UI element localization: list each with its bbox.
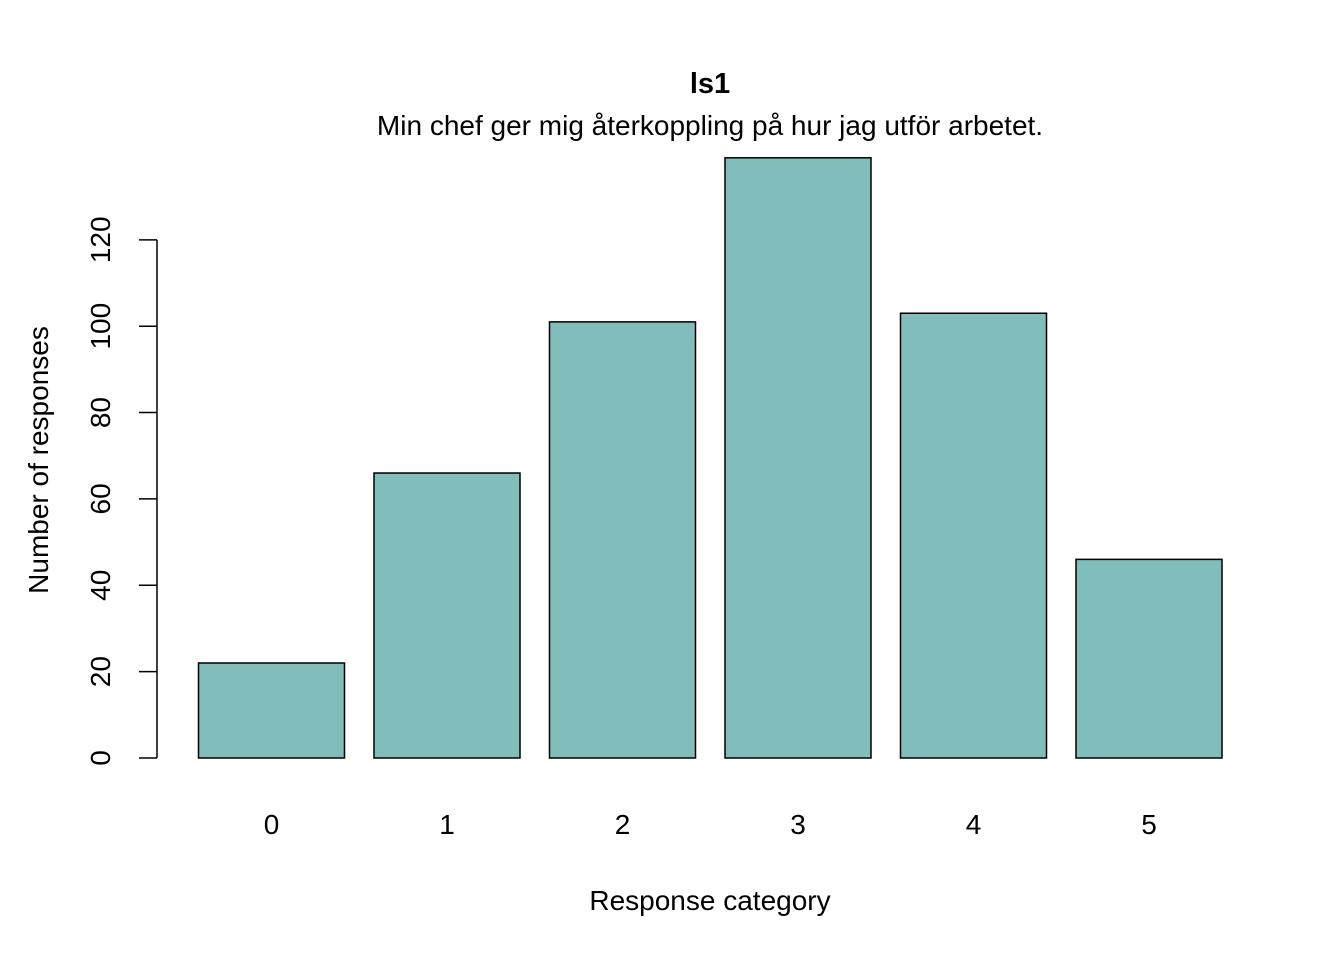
x-tick-label: 4 <box>966 809 982 840</box>
y-axis: 0 20 40 60 80 100 120 <box>85 216 158 766</box>
y-tick-label: 120 <box>85 216 116 263</box>
chart-subtitle: Min chef ger mig återkoppling på hur jag… <box>377 110 1043 141</box>
y-tick-label: 80 <box>85 397 116 428</box>
y-tick-label: 0 <box>85 750 116 766</box>
bar-5 <box>1075 558 1223 759</box>
x-tick-label: 1 <box>439 809 455 840</box>
x-tick-labels: 0 1 2 3 4 5 <box>264 809 1157 840</box>
x-tick-label: 3 <box>790 809 806 840</box>
bars-group <box>197 157 1223 759</box>
y-tick-label: 40 <box>85 570 116 601</box>
x-tick-label: 5 <box>1141 809 1157 840</box>
y-tick-label: 100 <box>85 303 116 350</box>
x-axis-label: Response category <box>589 885 830 916</box>
bar-0 <box>197 662 346 759</box>
bar-4 <box>899 312 1048 759</box>
bar-3 <box>724 157 872 759</box>
bar-2 <box>548 321 697 759</box>
bar-1 <box>373 472 521 759</box>
chart-title: ls1 <box>690 68 730 100</box>
y-tick-label: 60 <box>85 483 116 514</box>
y-axis-label: Number of responses <box>23 326 54 594</box>
x-tick-label: 0 <box>264 809 280 840</box>
y-tick-label: 20 <box>85 656 116 687</box>
x-tick-label: 2 <box>615 809 631 840</box>
